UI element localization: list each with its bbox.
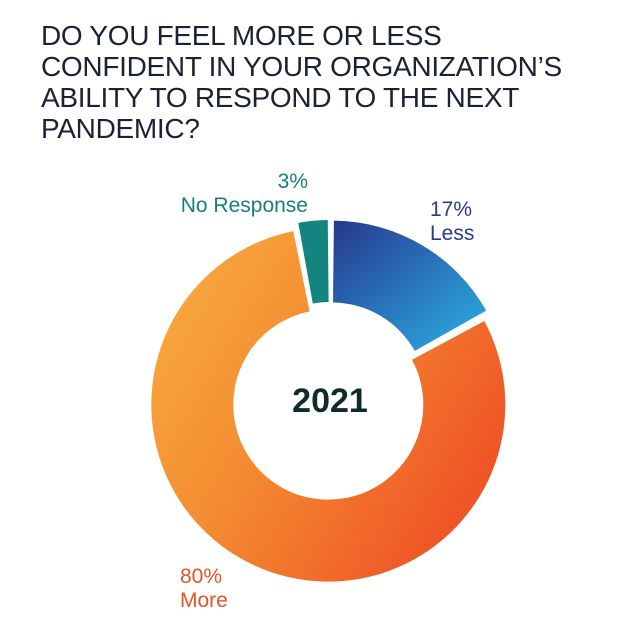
no-response-pct: 3%	[277, 170, 308, 193]
less-pct: 17%	[430, 198, 473, 221]
label-no-response: 3% No Response	[168, 170, 308, 218]
center-year-label: 2021	[292, 382, 368, 420]
label-more: 80% More	[180, 565, 228, 613]
more-pct: 80%	[180, 565, 223, 588]
label-less: 17% Less	[430, 198, 474, 246]
no-response-name: No Response	[180, 194, 308, 217]
title-line: DO YOU FEEL MORE OR LESS	[41, 20, 442, 51]
chart-title: DO YOU FEEL MORE OR LESS CONFIDENT IN YO…	[41, 20, 621, 144]
slice-more	[151, 231, 506, 582]
slice-less	[333, 220, 487, 351]
title-line: CONFIDENT IN YOUR ORGANIZATION’S	[41, 51, 562, 82]
title-line: ABILITY TO RESPOND TO THE NEXT	[41, 82, 520, 113]
more-name: More	[180, 589, 228, 612]
slice-no-response	[298, 220, 329, 304]
less-name: Less	[430, 222, 475, 245]
title-line: PANDEMIC?	[41, 113, 200, 144]
